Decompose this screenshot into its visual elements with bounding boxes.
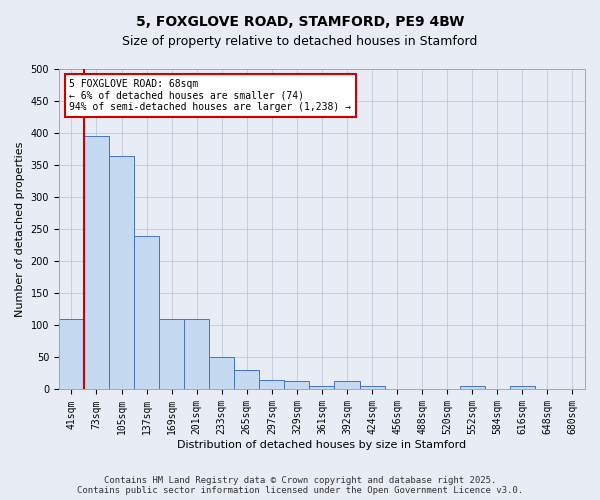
Bar xyxy=(460,386,485,390)
Bar xyxy=(184,319,209,390)
Bar xyxy=(334,381,359,390)
Bar xyxy=(109,156,134,390)
Text: 5, FOXGLOVE ROAD, STAMFORD, PE9 4BW: 5, FOXGLOVE ROAD, STAMFORD, PE9 4BW xyxy=(136,15,464,29)
Bar xyxy=(510,386,535,390)
Bar xyxy=(59,319,84,390)
Bar xyxy=(209,358,234,390)
Bar xyxy=(359,386,385,390)
Bar xyxy=(159,319,184,390)
Bar xyxy=(284,381,310,390)
Bar xyxy=(310,386,334,390)
Bar xyxy=(259,380,284,390)
Text: Contains HM Land Registry data © Crown copyright and database right 2025.
Contai: Contains HM Land Registry data © Crown c… xyxy=(77,476,523,495)
Text: Size of property relative to detached houses in Stamford: Size of property relative to detached ho… xyxy=(122,35,478,48)
Bar xyxy=(84,136,109,390)
X-axis label: Distribution of detached houses by size in Stamford: Distribution of detached houses by size … xyxy=(178,440,467,450)
Bar xyxy=(234,370,259,390)
Text: 5 FOXGLOVE ROAD: 68sqm
← 6% of detached houses are smaller (74)
94% of semi-deta: 5 FOXGLOVE ROAD: 68sqm ← 6% of detached … xyxy=(70,78,352,112)
Bar xyxy=(134,236,159,390)
Y-axis label: Number of detached properties: Number of detached properties xyxy=(15,142,25,317)
